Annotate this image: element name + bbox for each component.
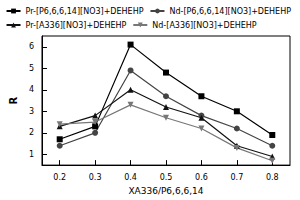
svg-text:0.5: 0.5: [160, 173, 173, 182]
svg-text:1: 1: [29, 150, 34, 159]
svg-text:6: 6: [29, 42, 34, 51]
svg-text:0.3: 0.3: [89, 173, 102, 182]
svg-text:Nd-[A336][NO3]+DEHEHP: Nd-[A336][NO3]+DEHEHP: [152, 21, 257, 30]
svg-text:Pr-[A336][NO3]+DEHEHP: Pr-[A336][NO3]+DEHEHP: [26, 21, 127, 30]
svg-text:0.7: 0.7: [230, 173, 243, 182]
svg-text:Nd-[P6,6,6,14][NO3]+DEHEHP: Nd-[P6,6,6,14][NO3]+DEHEHP: [169, 7, 291, 16]
svg-text:2: 2: [29, 128, 34, 137]
svg-text:0.2: 0.2: [53, 173, 66, 182]
svg-text:0.4: 0.4: [124, 173, 137, 182]
svg-text:XA336/P6,6,6,14: XA336/P6,6,6,14: [128, 186, 203, 196]
svg-text:3: 3: [29, 107, 34, 116]
svg-text:5: 5: [29, 64, 34, 73]
svg-text:0.6: 0.6: [195, 173, 208, 182]
svg-text:Pr-[P6,6,6,14][NO3]+DEHEHP: Pr-[P6,6,6,14][NO3]+DEHEHP: [26, 7, 144, 16]
svg-text:0.8: 0.8: [266, 173, 279, 182]
svg-text:4: 4: [29, 85, 34, 94]
svg-text:R: R: [8, 96, 19, 104]
